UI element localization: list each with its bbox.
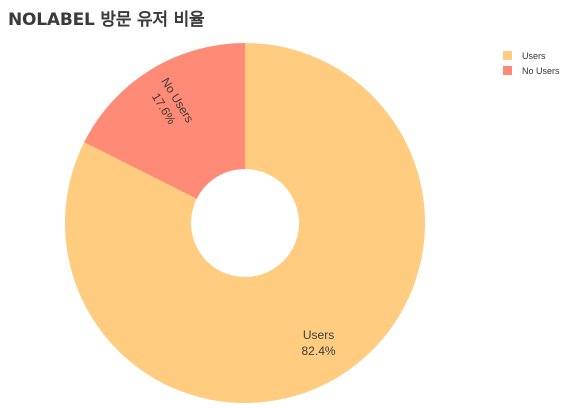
chart-legend: Users No Users <box>503 48 560 78</box>
legend-swatch-users <box>503 51 512 60</box>
legend-swatch-no-users <box>503 66 512 75</box>
slice-label-percent: 82.4% <box>302 344 336 358</box>
legend-item-no-users[interactable]: No Users <box>503 63 560 78</box>
legend-label-users: Users <box>522 50 546 61</box>
slice-users[interactable] <box>64 43 425 403</box>
donut-slices <box>64 43 425 403</box>
slice-label-users: Users 82.4% <box>302 328 336 358</box>
slice-no-users[interactable] <box>84 43 245 199</box>
slice-label-name: Users <box>303 328 334 342</box>
chart-title: NOLABEL 방문 유저 비율 <box>8 10 205 30</box>
legend-label-no-users: No Users <box>522 65 560 76</box>
legend-item-users[interactable]: Users <box>503 48 560 63</box>
